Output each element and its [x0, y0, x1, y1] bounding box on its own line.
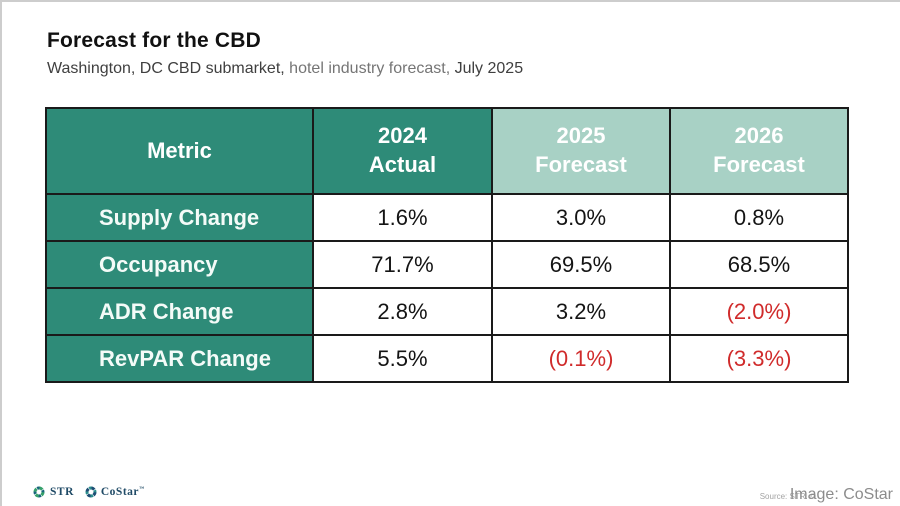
column-header-text: 2024 — [378, 123, 427, 149]
column-header-2024-actual: 2024 Actual — [312, 107, 493, 195]
brand-bar: STR CoStar™ — [33, 486, 145, 498]
table-row-revpar-change: RevPAR Change 5.5% (0.1%) (3.3%) — [45, 334, 849, 383]
str-logo-icon — [33, 486, 45, 498]
str-logo-label: STR — [50, 486, 74, 498]
row-label: RevPAR Change — [45, 334, 314, 383]
page-title: Forecast for the CBD — [47, 29, 262, 52]
subtitle-descriptor: hotel industry forecast, — [289, 60, 451, 77]
table-cell: 1.6% — [312, 193, 493, 242]
table-cell: (0.1%) — [491, 334, 671, 383]
trademark-mark: ™ — [139, 487, 145, 493]
title-block: Forecast for the CBD Washington, DC CBD … — [47, 29, 523, 78]
table-row-occupancy: Occupancy 71.7% 69.5% 68.5% — [45, 240, 849, 289]
column-header-2026-forecast: 2026 Forecast — [669, 107, 849, 195]
subtitle-date: July 2025 — [454, 60, 524, 77]
column-header-metric: Metric — [45, 107, 314, 195]
image-credit-watermark: Image: CoStar — [789, 486, 893, 503]
subtitle-location: Washington, DC CBD submarket, — [47, 60, 285, 77]
table-cell: 5.5% — [312, 334, 493, 383]
table-row-supply-change: Supply Change 1.6% 3.0% 0.8% — [45, 193, 849, 242]
header-row: Metric 2024 Actual 2025 Forecast 2026 Fo… — [45, 107, 849, 195]
column-header-text: Forecast — [535, 152, 627, 177]
column-header-text: Actual — [368, 152, 437, 177]
column-header-text: Forecast — [713, 152, 805, 177]
table-row-adr-change: ADR Change 2.8% 3.2% (2.0%) — [45, 287, 849, 336]
source-text: Source: STR. © — [759, 492, 816, 501]
row-label: ADR Change — [45, 287, 314, 336]
table-cell: 69.5% — [491, 240, 671, 289]
table-cell: 71.7% — [312, 240, 493, 289]
column-header-text: Metric — [147, 137, 212, 163]
costar-logo-label: CoStar™ — [101, 486, 145, 498]
costar-logo-text: CoStar — [100, 486, 140, 498]
source-block: Source: STR. © Image: CoStar — [760, 486, 893, 504]
table-cell: 2.8% — [312, 287, 493, 336]
column-header-2025-forecast: 2025 Forecast — [491, 107, 671, 195]
table-cell: (2.0%) — [669, 287, 849, 336]
column-header-text: 2025 — [556, 123, 606, 149]
table-cell: 0.8% — [669, 193, 849, 242]
row-label: Occupancy — [45, 240, 314, 289]
table-cell: 3.0% — [491, 193, 671, 242]
subtitle: Washington, DC CBD submarket, hotel indu… — [47, 60, 523, 78]
column-header-text: 2026 — [734, 123, 784, 149]
row-label: Supply Change — [45, 193, 314, 242]
costar-logo-icon — [85, 486, 97, 498]
table-cell: 3.2% — [491, 287, 671, 336]
table-cell: (3.3%) — [669, 334, 849, 383]
forecast-table: Metric 2024 Actual 2025 Forecast 2026 Fo… — [45, 107, 849, 383]
table-cell: 68.5% — [669, 240, 849, 289]
costar-logo-group: CoStar™ — [85, 486, 145, 498]
